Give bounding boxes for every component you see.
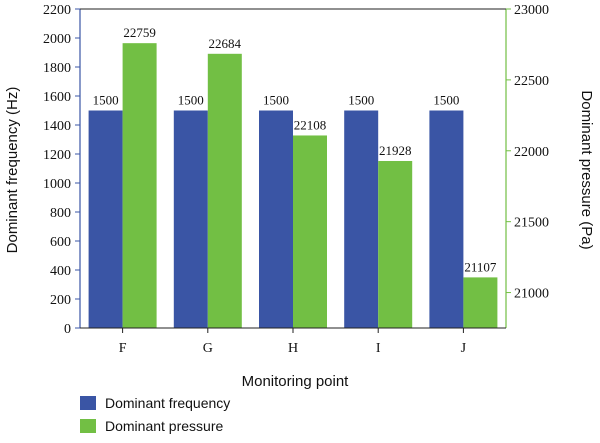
y-tick-label-200: 200: [50, 293, 71, 308]
y2-tick-label-23000: 23000: [514, 3, 549, 18]
legend: Dominant frequency Dominant pressure: [80, 395, 230, 434]
y-tick-label-2200: 2200: [43, 3, 71, 18]
y-tick-label-600: 600: [50, 235, 71, 250]
bars-group: [88, 43, 498, 328]
y-tick-label-1200: 1200: [43, 148, 71, 163]
data-label-pressure-I: 21928: [379, 143, 412, 158]
ticks-group: F G H I J 0 200 400 600 800 1000 1200 1400 1600 1800 20…: [43, 3, 549, 356]
y-tick-label-1400: 1400: [43, 119, 71, 134]
data-labels-group: 1500 22759 1500 22684 1500 22108 1500 21928 1500…: [93, 25, 497, 274]
y-tick-label-1000: 1000: [43, 177, 71, 192]
data-label-frequency-J: 1500: [433, 93, 459, 108]
data-label-pressure-H: 22108: [294, 117, 327, 132]
x-tick-label-H: H: [288, 341, 298, 356]
y2-tick-label-22500: 22500: [514, 74, 549, 89]
bar-pressure-F: [122, 43, 157, 328]
data-label-pressure-J: 21107: [464, 259, 497, 274]
data-label-pressure-G: 22684: [209, 36, 242, 51]
y-tick-label-400: 400: [50, 264, 71, 279]
y-tick-label-1600: 1600: [43, 90, 71, 105]
y-axis-title: Dominant frequency (Hz): [4, 87, 21, 254]
y-tick-label-800: 800: [50, 206, 71, 221]
bar-frequency-G: [173, 110, 208, 328]
data-label-pressure-F: 22759: [123, 25, 156, 40]
x-tick-label-F: F: [119, 341, 127, 356]
data-label-frequency-H: 1500: [263, 93, 289, 108]
x-tick-label-G: G: [203, 341, 213, 356]
bar-frequency-F: [88, 110, 123, 328]
bar-pressure-H: [293, 135, 327, 328]
y-tick-label-1800: 1800: [43, 61, 71, 76]
bar-frequency-H: [259, 110, 293, 328]
legend-label-2: Dominant pressure: [105, 418, 223, 434]
y2-axis-title: Dominant pressure (Pa): [578, 90, 595, 249]
axes-group: [79, 8, 507, 329]
y-tick-label-0: 0: [64, 322, 71, 337]
legend-swatch-1: [80, 396, 96, 410]
data-label-frequency-F: 1500: [93, 93, 119, 108]
data-label-frequency-G: 1500: [178, 93, 204, 108]
bar-frequency-J: [429, 110, 464, 328]
x-tick-label-I: I: [376, 341, 381, 356]
bar-frequency-I: [344, 110, 379, 328]
bar-pressure-J: [463, 277, 498, 328]
y2-tick-label-21500: 21500: [514, 216, 549, 231]
bar-pressure-I: [378, 160, 413, 328]
legend-label-1: Dominant frequency: [105, 395, 230, 411]
y2-tick-label-21000: 21000: [514, 287, 549, 302]
data-label-frequency-I: 1500: [348, 93, 374, 108]
legend-swatch-2: [80, 419, 96, 433]
bar-pressure-G: [207, 53, 242, 328]
x-axis-title: Monitoring point: [242, 373, 350, 390]
y2-tick-label-22000: 22000: [514, 145, 549, 160]
x-tick-label-J: J: [461, 341, 467, 356]
y-tick-label-2000: 2000: [43, 32, 71, 47]
